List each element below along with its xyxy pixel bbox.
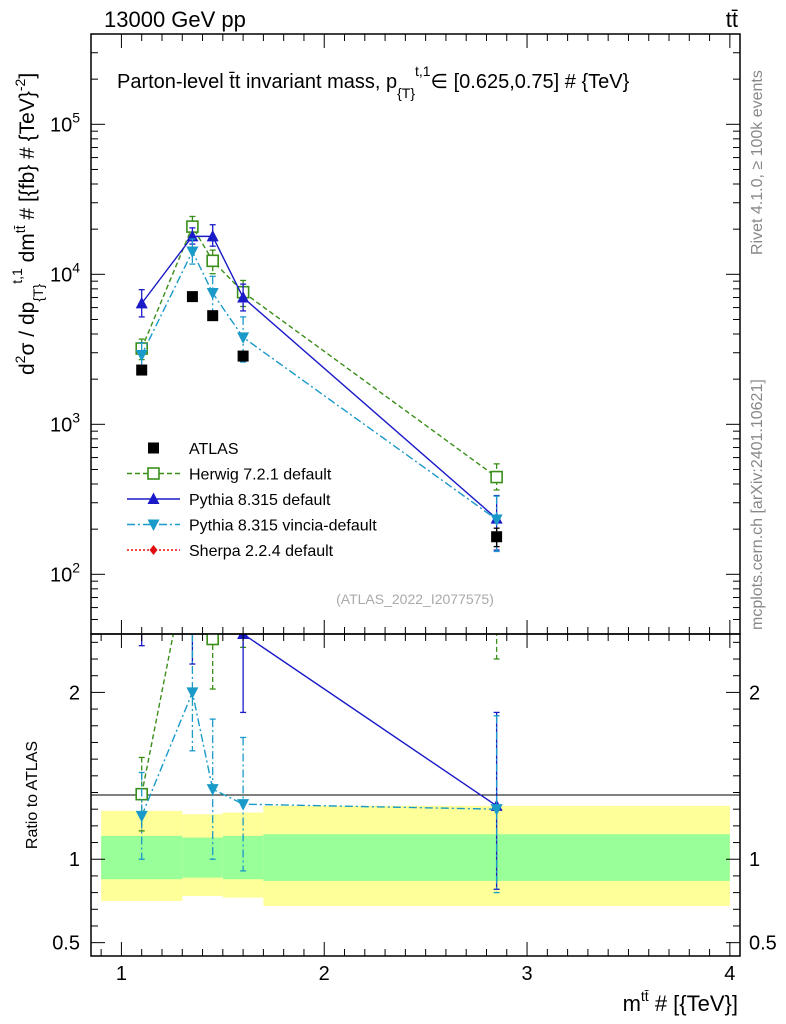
main-pythia-8-315-vincia-default-point [490,514,503,526]
legend-herwig-7-2-1-default-marker [147,467,160,480]
legend-pythia-8-315-default-marker [147,492,160,504]
ratio-pythia-8-315-default-point [136,556,148,568]
legend-sherpa-2-2-4-default-marker [149,545,158,555]
main-y-tick-label: 104 [50,259,80,286]
process-label: tt̄ [726,7,738,32]
x-axis-label: mtt̄ # [{TeV}] [623,988,738,1016]
main-atlas-point [136,364,148,376]
legend-atlas-marker [148,442,159,454]
legend-sherpa-2-2-4-default-label: Sherpa 2.2.4 default [189,543,334,560]
source-label: mcplots.cern.ch [arXiv:2401.10621] [749,379,766,630]
x-tick-label: 1 [116,963,127,985]
main-atlas-point [491,531,503,543]
main-atlas-point [207,310,219,322]
main-pythia-8-315-default-point [237,291,250,303]
x-tick-label: 4 [724,963,735,985]
ratio-band-inner [182,837,223,878]
legend-herwig-7-2-1-default-label: Herwig 7.2.1 default [189,467,332,484]
ratio-frame [90,633,741,957]
legend: ATLAS Herwig 7.2.1 default Pythia 8.315 de… [127,441,377,560]
ratio-y-axis-label: Ratio to ATLAS [24,741,41,849]
main-pythia-8-315-vincia-default-point [206,288,219,300]
ratio-pythia-8-315-default-point [186,599,198,611]
rivet-version-label: Rivet 4.1.0, ≥ 100k events [749,70,766,255]
ratio-uncertainty-bands [101,805,730,906]
ratio-pythia-8-315-vincia-default-point [237,799,250,811]
main-pythia-8-315-default-point [206,229,219,242]
main-y-tick-label: 102 [50,559,80,586]
main-y-ticks: 102 103 104 105 [50,33,740,635]
legend-atlas-label: ATLAS [189,441,239,458]
ratio-herwig-7-2-1-default-point [238,575,249,586]
main-atlas-point [237,350,249,362]
main-panel: 102 103 104 105 Parton-level t̄t invariant … [9,33,741,635]
main-pythia-8-315-vincia-default-point [237,332,250,344]
main-y-tick-label: 105 [50,109,80,136]
main-herwig-7-2-1-default-point [206,254,219,268]
main-pythia-8-315-vincia-default-point [135,349,148,362]
ratio-y-tick-label-right: 2 [749,682,760,704]
chart-title-tail: ∈ [0.625,0.75] # {TeV} [431,71,630,93]
main-herwig-7-2-1-default-point [490,470,503,484]
chart-title-text: Parton-level t̄t invariant mass, p [117,71,397,93]
chart-title-sub: {T} [397,85,415,101]
energy-label: 13000 GeV pp [104,7,246,32]
ratio-y-tick-label-left: 0.5 [52,933,80,955]
ratio-series-layer [135,556,503,894]
ratio-pythia-8-315-vincia-default-point [206,784,219,796]
ratio-y-tick-label-left: 1 [69,849,80,871]
ratio-y-tick-label-left: 2 [69,682,80,704]
chart-title-sup: t,1 [415,63,431,79]
y-axis-label: d2σ / dp{T}t,1 dmtt̄ # [{fb} # {TeV}-2] [9,73,46,375]
ratio-pythia-8-315-vincia-default-point [135,810,148,823]
x-tick-label: 2 [319,963,330,985]
ratio-y-tick-label-right: 0.5 [749,933,777,955]
main-series-layer [135,215,503,553]
ratio-panel: 0.5 0.5 1 1 2 2 1 2 3 4 Ratio to ATLAS mtt̄ # [{T… [24,556,777,1016]
legend-pythia-8-315-vincia-default-label: Pythia 8.315 vincia-default [189,518,377,535]
x-tick-label: 3 [521,963,532,985]
ratio-pythia-8-315-vincia-default-point [186,687,199,699]
ratio-herwig-7-2-1-default-line [141,634,217,795]
main-y-tick-label: 103 [50,409,80,436]
analysis-watermark: (ATLAS_2022_I2077575) [336,591,494,607]
chart-title: Parton-level t̄t invariant mass, p{T}t,1… [117,63,630,101]
ratio-ticks: 0.5 0.5 1 1 2 2 1 2 3 4 [52,634,777,985]
ratio-pythia-8-315-default-line [242,634,498,807]
main-atlas-point [186,291,198,303]
main-pythia-8-315-vincia-default-point [186,246,199,258]
legend-pythia-8-315-default-label: Pythia 8.315 default [189,492,331,509]
main-pythia-8-315-default-point [135,296,148,309]
ratio-y-tick-label-right: 1 [749,849,760,871]
ratio-pythia-8-315-vincia-default-line [141,690,497,817]
ratio-pythia-8-315-vincia-default-point [490,804,503,816]
legend-pythia-8-315-vincia-default-marker [147,519,160,531]
ratio-herwig-7-2-1-default-point [206,634,219,646]
ratio-band-inner [222,835,264,880]
